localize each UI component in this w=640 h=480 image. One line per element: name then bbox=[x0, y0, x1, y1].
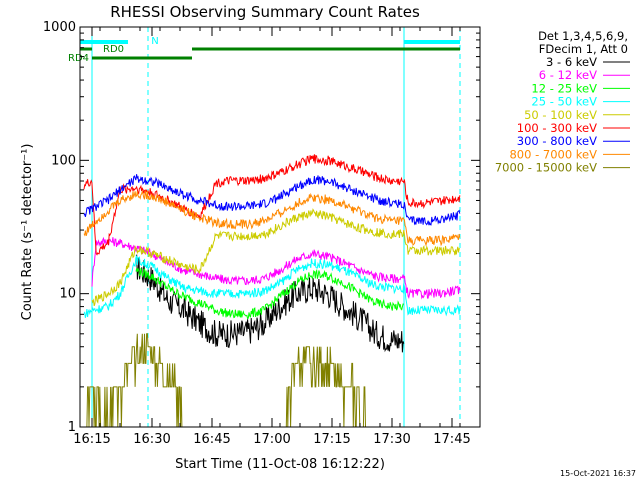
legend-header-1: FDecim 1, Att 0 bbox=[539, 42, 628, 56]
x-axis-label: Start Time (11-Oct-08 16:12:22) bbox=[175, 457, 385, 472]
legend-entry-5: 100 - 300 keV bbox=[517, 121, 597, 135]
x-tick-label-3: 17:00 bbox=[253, 432, 290, 447]
x-tick-label-6: 17:45 bbox=[433, 432, 470, 447]
y-tick-label-1: 10 bbox=[59, 287, 76, 302]
legend-entry-6: 300 - 800 keV bbox=[517, 134, 597, 148]
series-line-5 bbox=[83, 154, 461, 256]
legend-header-0: Det 1,3,4,5,6,9, bbox=[538, 29, 628, 43]
y-axis-label: Count Rate (s⁻¹ detector⁻¹) bbox=[20, 144, 35, 321]
series-line-0 bbox=[135, 254, 405, 353]
legend-entry-2: 12 - 25 keV bbox=[531, 81, 597, 95]
legend: Det 1,3,4,5,6,9,FDecim 1, Att 03 - 6 keV… bbox=[495, 29, 630, 175]
rd4-label: RD4 bbox=[68, 53, 89, 64]
legend-entry-1: 6 - 12 keV bbox=[539, 68, 597, 82]
plot-area: N RD0 RD4 bbox=[68, 27, 461, 428]
x-tick-label-1: 16:30 bbox=[133, 432, 170, 447]
legend-entry-3: 25 - 50 keV bbox=[531, 95, 597, 109]
y-tick-label-3: 1000 bbox=[43, 20, 76, 35]
night-label: N bbox=[151, 36, 158, 47]
x-tick-label-5: 17:30 bbox=[373, 432, 410, 447]
x-tick-label-2: 16:45 bbox=[193, 432, 230, 447]
legend-entry-4: 50 - 100 keV bbox=[524, 108, 597, 122]
y-tick-label-2: 100 bbox=[51, 153, 76, 168]
y-tick-label-0: 1 bbox=[68, 420, 76, 435]
series-line-2 bbox=[135, 267, 404, 320]
chart-title: RHESSI Observing Summary Count Rates bbox=[110, 3, 420, 21]
timestamp: 15-Oct-2021 16:37 bbox=[560, 469, 636, 478]
legend-entry-0: 3 - 6 keV bbox=[546, 55, 597, 69]
axes: 1 10 100 1000 16:15 16:30 16:45 17:00 17:15 17:30… bbox=[43, 20, 481, 447]
series-line-7 bbox=[83, 189, 461, 247]
legend-entry-7: 800 - 7000 keV bbox=[509, 147, 597, 161]
series-line-6 bbox=[83, 174, 461, 226]
series-line-4 bbox=[91, 208, 461, 307]
legend-entry-8: 7000 - 15000 keV bbox=[495, 161, 597, 175]
series-line-8 bbox=[84, 333, 372, 428]
plot-frame bbox=[79, 26, 481, 428]
x-tick-label-4: 17:15 bbox=[313, 432, 350, 447]
x-tick-label-0: 16:15 bbox=[73, 432, 110, 447]
series-line-3 bbox=[83, 255, 461, 318]
rd0-label: RD0 bbox=[103, 44, 124, 55]
